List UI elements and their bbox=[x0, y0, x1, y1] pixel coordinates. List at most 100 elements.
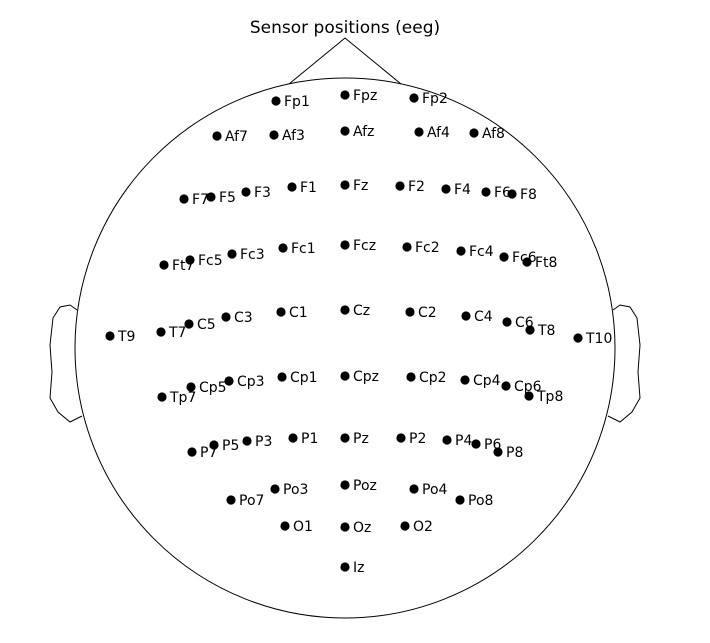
sensor-f4: F4 bbox=[441, 182, 471, 198]
sensor-fc2: Fc2 bbox=[402, 240, 440, 256]
sensor-dot-po3 bbox=[270, 484, 280, 494]
sensor-label-f3: F3 bbox=[254, 185, 271, 201]
sensor-dot-po8 bbox=[455, 495, 465, 505]
sensor-label-af3: Af3 bbox=[282, 128, 305, 144]
sensor-dot-ft7 bbox=[159, 260, 169, 270]
sensor-dot-iz bbox=[340, 562, 350, 572]
sensor-label-oz: Oz bbox=[353, 520, 371, 536]
sensor-p3: P3 bbox=[242, 434, 272, 450]
sensor-label-fc2: Fc2 bbox=[415, 240, 440, 256]
sensor-label-po8: Po8 bbox=[468, 493, 493, 509]
sensor-fc3: Fc3 bbox=[227, 247, 265, 263]
sensor-poz: Poz bbox=[340, 478, 377, 494]
sensor-f6: F6 bbox=[481, 185, 511, 201]
sensor-f5: F5 bbox=[206, 190, 236, 206]
sensor-dot-f3 bbox=[241, 187, 251, 197]
sensor-po3: Po3 bbox=[270, 482, 308, 498]
sensor-pz: Pz bbox=[340, 431, 369, 447]
sensor-cp4: Cp4 bbox=[460, 373, 501, 389]
sensor-label-f4: F4 bbox=[454, 182, 471, 198]
sensor-cp1: Cp1 bbox=[277, 370, 318, 386]
sensor-dot-c6 bbox=[502, 317, 512, 327]
sensor-dot-f4 bbox=[441, 184, 451, 194]
sensor-label-cp1: Cp1 bbox=[290, 370, 318, 386]
sensor-fc4: Fc4 bbox=[456, 244, 494, 260]
sensor-label-fpz: Fpz bbox=[353, 88, 377, 104]
head-outline bbox=[49, 37, 641, 619]
sensor-c2: C2 bbox=[405, 305, 437, 321]
sensor-label-f7: F7 bbox=[192, 192, 209, 208]
sensor-dot-af4 bbox=[414, 127, 424, 137]
right-ear-shape bbox=[607, 304, 641, 423]
nose-shape bbox=[288, 37, 402, 85]
sensor-fp2: Fp2 bbox=[409, 91, 448, 107]
sensor-dot-c2 bbox=[405, 307, 415, 317]
sensor-p2: P2 bbox=[396, 431, 426, 447]
sensor-dot-afz bbox=[340, 126, 350, 136]
sensor-dot-fcz bbox=[340, 240, 350, 250]
sensor-dot-t9 bbox=[105, 331, 115, 341]
sensor-label-t9: T9 bbox=[117, 329, 135, 345]
sensor-f3: F3 bbox=[241, 185, 271, 201]
sensor-label-fc4: Fc4 bbox=[469, 244, 494, 260]
sensor-f2: F2 bbox=[395, 179, 425, 195]
sensor-label-cpz: Cpz bbox=[353, 369, 379, 385]
sensor-cp5: Cp5 bbox=[186, 380, 227, 396]
sensor-oz: Oz bbox=[340, 520, 371, 536]
sensor-label-t10: T10 bbox=[585, 331, 612, 347]
sensor-label-cp6: Cp6 bbox=[514, 379, 542, 395]
figure-title: Sensor positions (eeg) bbox=[250, 18, 440, 38]
sensor-dot-fc4 bbox=[456, 246, 466, 256]
sensor-dot-t10 bbox=[573, 333, 583, 343]
sensor-af4: Af4 bbox=[414, 125, 450, 141]
sensor-c5: C5 bbox=[184, 317, 216, 333]
sensor-dot-cp3 bbox=[224, 376, 234, 386]
sensor-layer: Fp1 Fpz Fp2 Af7 Af3 Afz Af4 Af8 F7 F5 F3 F1 Fz F2 F4 F6… bbox=[105, 88, 612, 576]
sensor-label-poz: Poz bbox=[353, 478, 377, 494]
sensor-cz: Cz bbox=[340, 303, 370, 319]
sensor-label-p8: P8 bbox=[506, 445, 523, 461]
sensor-dot-cp6 bbox=[501, 381, 511, 391]
sensor-label-af4: Af4 bbox=[427, 125, 450, 141]
sensor-dot-t7 bbox=[156, 327, 166, 337]
sensor-p1: P1 bbox=[288, 431, 318, 447]
sensor-label-cp5: Cp5 bbox=[199, 380, 227, 396]
sensor-dot-p8 bbox=[493, 447, 503, 457]
sensor-label-pz: Pz bbox=[353, 431, 369, 447]
sensor-label-af7: Af7 bbox=[225, 129, 248, 145]
sensor-label-af8: Af8 bbox=[482, 126, 505, 142]
sensor-dot-p1 bbox=[288, 433, 298, 443]
sensor-dot-cp1 bbox=[277, 372, 287, 382]
sensor-tp7: Tp7 bbox=[157, 390, 196, 406]
sensor-p8: P8 bbox=[493, 445, 523, 461]
sensor-label-iz: Iz bbox=[353, 560, 364, 576]
sensor-dot-c1 bbox=[276, 307, 286, 317]
sensor-af8: Af8 bbox=[469, 126, 505, 142]
sensor-dot-fc2 bbox=[402, 242, 412, 252]
sensor-dot-c4 bbox=[461, 311, 471, 321]
sensor-dot-p5 bbox=[209, 440, 219, 450]
sensor-label-c4: C4 bbox=[474, 309, 493, 325]
sensor-dot-fc3 bbox=[227, 249, 237, 259]
sensor-label-o2: O2 bbox=[413, 519, 433, 535]
sensor-label-fc3: Fc3 bbox=[240, 247, 265, 263]
sensor-label-fp2: Fp2 bbox=[422, 91, 448, 107]
sensor-dot-o1 bbox=[280, 521, 290, 531]
sensor-dot-p2 bbox=[396, 433, 406, 443]
sensor-t9: T9 bbox=[105, 329, 135, 345]
sensor-fpz: Fpz bbox=[340, 88, 377, 104]
sensor-label-cp4: Cp4 bbox=[473, 373, 501, 389]
sensor-fz: Fz bbox=[340, 178, 368, 194]
sensor-dot-cp2 bbox=[406, 372, 416, 382]
sensor-label-ft8: Ft8 bbox=[535, 255, 557, 271]
sensor-f7: F7 bbox=[179, 192, 209, 208]
sensor-label-p2: P2 bbox=[409, 431, 426, 447]
sensor-label-fc1: Fc1 bbox=[291, 241, 316, 257]
sensor-dot-f1 bbox=[287, 182, 297, 192]
sensor-c3: C3 bbox=[221, 310, 253, 326]
sensor-label-p1: P1 bbox=[301, 431, 318, 447]
sensor-p5: P5 bbox=[209, 438, 239, 454]
sensor-label-afz: Afz bbox=[353, 124, 374, 140]
sensor-dot-cp5 bbox=[186, 382, 196, 392]
sensor-label-fc5: Fc5 bbox=[198, 253, 223, 269]
